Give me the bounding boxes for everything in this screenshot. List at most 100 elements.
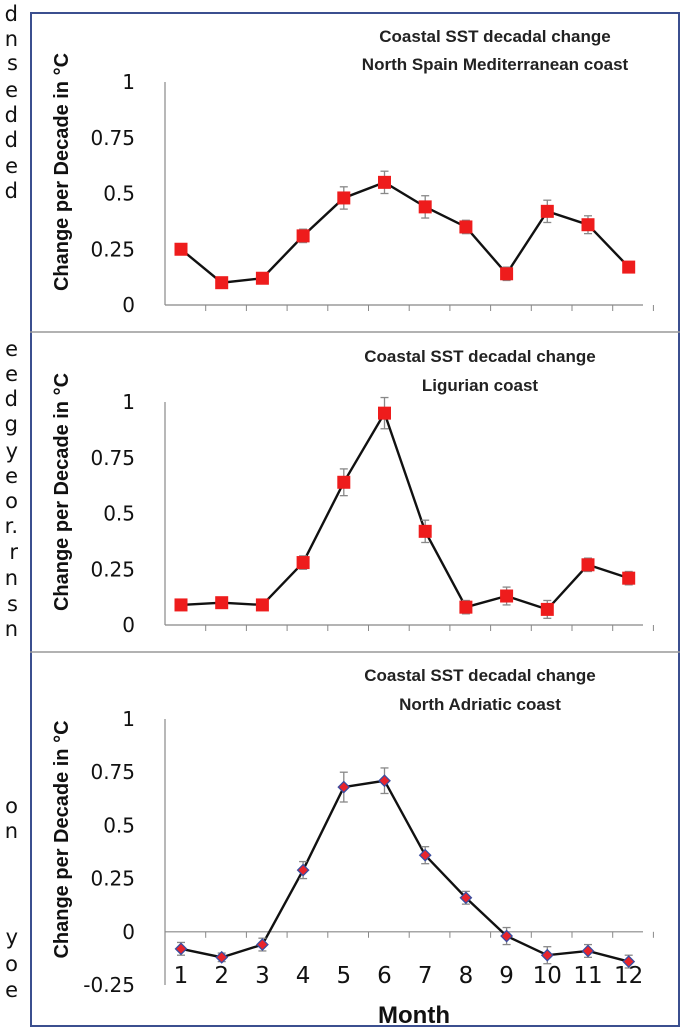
- left-text-fragment: o: [5, 952, 18, 976]
- data-point: [296, 229, 310, 243]
- data-point: [296, 863, 310, 877]
- data-point: [215, 596, 229, 610]
- left-text-fragment: e: [5, 464, 18, 488]
- left-text-fragment: e: [5, 337, 18, 361]
- chart-subtitle: North Spain Mediterranean coast: [362, 55, 629, 74]
- data-point: [174, 942, 188, 956]
- x-tick-label: 7: [418, 963, 433, 989]
- x-tick-label: 2: [214, 963, 229, 989]
- chart-title: Coastal SST decadal change: [364, 666, 595, 685]
- data-point: [418, 848, 432, 862]
- y-tick-label: 0.75: [90, 126, 135, 150]
- left-text-fragment: r: [9, 540, 18, 564]
- data-point: [418, 524, 432, 538]
- data-point: [296, 556, 310, 570]
- left-text-fragment: g: [4, 412, 18, 436]
- y-tick-label: 0.5: [103, 813, 135, 837]
- left-text-fragment: o: [5, 489, 18, 513]
- left-text-fragment: y: [5, 439, 18, 463]
- y-tick-label: 0: [122, 920, 135, 944]
- y-tick-label: 0.75: [90, 446, 135, 470]
- data-point: [500, 589, 514, 603]
- left-text-fragment: d: [4, 179, 18, 203]
- left-text-fragment: s: [7, 592, 18, 616]
- left-text-fragment: e: [5, 362, 18, 386]
- data-point: [581, 218, 595, 232]
- data-point: [622, 571, 636, 585]
- series-line: [180, 779, 630, 963]
- x-tick-label: 3: [255, 963, 270, 989]
- chart-subtitle: North Adriatic coast: [399, 695, 561, 714]
- x-tick-label: 1: [174, 963, 189, 989]
- data-point: [418, 200, 432, 214]
- y-tick-label: 0.5: [103, 502, 135, 526]
- data-point: [337, 780, 351, 794]
- y-tick-label: 1: [122, 70, 135, 94]
- data-point: [581, 944, 595, 958]
- series-line: [180, 181, 630, 284]
- data-point: [337, 475, 351, 489]
- left-text-fragment: y: [5, 925, 18, 949]
- data-point: [378, 175, 391, 189]
- data-point: [174, 242, 188, 256]
- left-text-fragment: s: [7, 51, 18, 75]
- x-tick-label: 5: [336, 963, 351, 989]
- data-point: [378, 774, 391, 788]
- left-text-fragment: o: [5, 794, 18, 818]
- left-text-fragment: d: [4, 2, 18, 26]
- left-text-fragment: e: [5, 78, 18, 102]
- x-tick-label: 6: [377, 963, 392, 989]
- y-tick-label: 0.75: [90, 760, 135, 784]
- data-point: [540, 948, 554, 962]
- left-text-fragment: n: [4, 617, 18, 641]
- y-tick-label: 1: [122, 390, 135, 414]
- x-tick-label: 8: [459, 963, 474, 989]
- y-axis-label: Change per Decade in °C: [51, 720, 73, 958]
- chart-title: Coastal SST decadal change: [364, 347, 595, 366]
- y-axis-label: Change per Decade in °C: [51, 373, 73, 611]
- data-point: [255, 938, 269, 951]
- y-tick-label: 1: [122, 707, 135, 731]
- left-text-fragment: e: [5, 978, 18, 1002]
- left-text-fragment: n: [4, 27, 18, 51]
- data-point: [540, 602, 554, 616]
- figure-frame: [30, 12, 680, 1027]
- left-text-fragment: d: [4, 103, 18, 127]
- data-point: [337, 191, 351, 205]
- left-text-column: d n s e d d e d e e d g y e o r. r n s n o n y o e: [0, 0, 22, 1032]
- data-point: [459, 220, 473, 234]
- y-tick-label: 0.25: [90, 557, 135, 581]
- x-tick-label: 11: [573, 963, 602, 989]
- x-tick-label: 9: [499, 963, 514, 989]
- left-text-fragment: d: [4, 387, 18, 411]
- y-axis-label: Change per Decade in °C: [51, 53, 73, 291]
- data-point: [215, 276, 229, 290]
- chart-panel-1: Coastal SST decadal change North Spain Me…: [51, 27, 654, 317]
- chart-title: Coastal SST decadal change: [379, 27, 610, 46]
- data-point: [378, 406, 391, 420]
- x-tick-label: 10: [533, 963, 562, 989]
- y-tick-label: 0: [122, 613, 135, 637]
- data-point: [215, 950, 229, 964]
- data-point: [255, 598, 269, 612]
- data-point: [581, 558, 595, 572]
- y-tick-label: 0.5: [103, 182, 135, 206]
- data-point: [174, 598, 188, 612]
- left-text-fragment: d: [4, 128, 18, 152]
- left-text-fragment: n: [4, 566, 18, 590]
- y-tick-label: 0.25: [90, 867, 135, 891]
- chart-panel-3: Coastal SST decadal change North Adriatic…: [51, 666, 654, 1029]
- left-text-fragment: r.: [4, 514, 18, 538]
- chart-panel-2: Coastal SST decadal change Ligurian coast…: [51, 347, 654, 637]
- data-point: [540, 204, 554, 218]
- data-point: [500, 929, 514, 943]
- left-text-fragment: e: [5, 154, 18, 178]
- x-tick-label: 4: [296, 963, 311, 989]
- data-point: [500, 267, 514, 281]
- data-point: [255, 271, 269, 285]
- series-line: [180, 410, 630, 611]
- x-tick-label: 12: [614, 963, 643, 989]
- data-point: [459, 600, 473, 614]
- data-point: [622, 260, 636, 274]
